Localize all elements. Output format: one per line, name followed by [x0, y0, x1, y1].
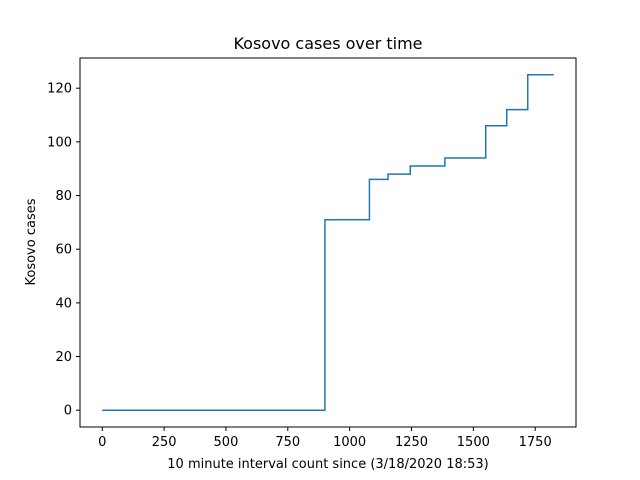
x-tick-label: 1250 — [395, 435, 428, 450]
y-tick-label: 20 — [55, 350, 72, 365]
axes-frame — [79, 57, 577, 428]
series-line-0 — [102, 74, 554, 411]
x-axis-label: 10 minute interval count since (3/18/202… — [167, 457, 488, 472]
x-tick-label: 1000 — [333, 435, 366, 450]
y-axis-label: Kosovo cases — [24, 198, 39, 285]
y-axis-ticks: 0 20 40 60 80 100 120 — [47, 82, 80, 419]
y-tick-label: 0 — [64, 404, 72, 419]
x-tick-label: 500 — [214, 435, 239, 450]
y-tick-label: 120 — [47, 82, 72, 97]
x-tick-label: 250 — [152, 435, 177, 450]
x-axis-ticks: 0 250 500 750 1000 1250 1500 1750 — [98, 427, 552, 450]
y-tick-label: 80 — [55, 189, 72, 204]
x-tick-label: 750 — [275, 435, 300, 450]
plot-area — [102, 74, 554, 411]
y-tick-label: 60 — [55, 243, 72, 258]
y-tick-label: 40 — [55, 296, 72, 311]
x-tick-label: 1500 — [457, 435, 490, 450]
x-tick-label: 0 — [98, 435, 106, 450]
x-tick-label: 1750 — [519, 435, 552, 450]
chart-title: Kosovo cases over time — [233, 34, 422, 53]
y-tick-label: 100 — [47, 135, 72, 150]
